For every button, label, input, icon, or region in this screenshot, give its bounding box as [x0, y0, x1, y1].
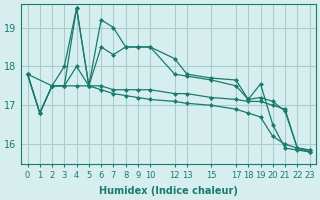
X-axis label: Humidex (Indice chaleur): Humidex (Indice chaleur) [99, 186, 238, 196]
